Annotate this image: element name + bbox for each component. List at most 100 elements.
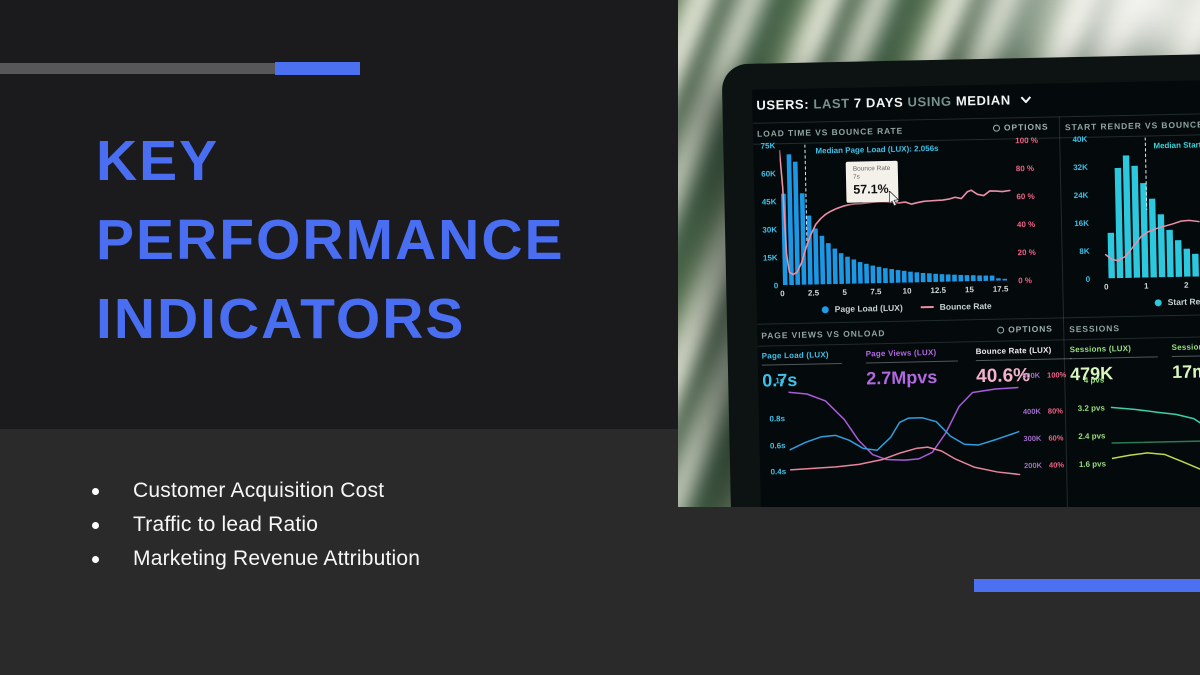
bullet-dot-icon [92, 521, 99, 529]
histogram-bar [889, 269, 895, 283]
axis-tick-label: 17.5 [992, 284, 1009, 294]
histogram-bar [895, 270, 901, 283]
histogram-bar [1166, 229, 1174, 278]
y-axis-right-page-views [752, 80, 1200, 90]
histogram-bar [1114, 167, 1124, 279]
title-line-3: INDICATORS [96, 287, 466, 351]
histogram-bar [977, 275, 982, 282]
header-last: LAST [813, 95, 850, 112]
chart-line [1110, 406, 1200, 448]
axis-tick-label: 500K 100% [1022, 370, 1067, 381]
chart-line [804, 144, 808, 248]
axis-tick-label: 20 % [1017, 247, 1036, 258]
legend-label: Bounce Rate [939, 300, 992, 312]
histogram-bar [806, 215, 813, 285]
tooltip-sub: 7s [852, 173, 860, 181]
chart-line [789, 446, 1021, 476]
users-median-selector[interactable]: USERS: LAST 7 DAYS USING MEDIAN [756, 92, 1031, 113]
axis-tick-label: 100 % [1015, 135, 1039, 146]
chevron-down-icon [1020, 96, 1031, 104]
metric-page-views: Page Views (LUX) 2.7Mpvs [865, 347, 959, 390]
histogram-bar [1157, 214, 1166, 278]
axis-tick-label: 3.2 pvs [1077, 403, 1105, 414]
histogram-bar [851, 259, 857, 284]
title-line-1: KEY [96, 129, 220, 193]
histogram-bar [1148, 198, 1157, 278]
histogram-bar [799, 193, 807, 285]
histogram-bar [882, 268, 888, 284]
x-axis-load-time: 0 2.5 5 7.5 10 12.5 15 17.5 [752, 80, 1200, 298]
axis-tick-label: 1s [775, 376, 785, 386]
tooltip-label: Bounce Rate [852, 164, 891, 173]
legend-label: Page Load (LUX) [834, 302, 903, 315]
bullet-dot-icon [92, 487, 99, 495]
axis-tick-label: 0.6s [769, 441, 786, 451]
histogram-bar [933, 273, 939, 283]
legend-label: Start Rend [1167, 296, 1200, 308]
chart-line [1110, 439, 1200, 444]
options-button[interactable]: OPTIONS [997, 324, 1053, 335]
axis-tick-label: 400K 80% [1022, 406, 1063, 417]
metric-label: Page Views (LUX) [865, 347, 958, 364]
axis-tick-label: 0 % [1018, 275, 1033, 286]
median-annotation-start-render: Median Start Rend [1153, 140, 1200, 151]
histogram-bar [1107, 232, 1115, 279]
list-item: Traffic to lead Ratio [92, 508, 420, 542]
axis-tick-label: 15 [964, 285, 974, 295]
histogram-bar [857, 262, 863, 284]
chart-line [1111, 452, 1200, 483]
histogram-bar [1192, 253, 1199, 277]
load-time-chart [779, 144, 1011, 286]
tooltip-value: 57.1% [853, 182, 889, 197]
histogram-bar [786, 154, 794, 286]
x-axis-start-render: 0 1 2 [752, 80, 1200, 292]
legend-start-render: Start Rend [1154, 296, 1200, 308]
legend-dot-start-render-icon [1154, 298, 1162, 306]
histogram-bar [996, 278, 1001, 281]
histogram-bar [945, 274, 951, 282]
axis-tick-label: 2.4 pvs [1078, 431, 1106, 442]
histogram-bar [876, 266, 882, 284]
list-item: Marketing Revenue Attribution [92, 542, 420, 576]
histogram-bar [970, 275, 976, 282]
histogram-bar [1140, 183, 1149, 278]
bullet-text: Marketing Revenue Attribution [133, 547, 421, 570]
chart-line [1104, 219, 1200, 262]
axis-tick-label: 60 % [1016, 191, 1035, 202]
histogram-bar [845, 256, 851, 284]
page-title: KEY PERFORMANCE INDICATORS [96, 122, 565, 359]
chart-line [788, 386, 1020, 461]
y-axis-right-load-time: 100 % 80 % 60 % 40 % 20 % 0 % [1014, 84, 1057, 325]
histogram-bar [1122, 155, 1132, 279]
chart-line [1144, 137, 1148, 211]
start-render-chart [1104, 137, 1200, 279]
header-using: USING [907, 93, 952, 110]
legend-load-time: Page Load (LUX) Bounce Rate [757, 299, 1057, 315]
histogram-bar [1002, 278, 1008, 281]
axis-tick-label: 12.5 [930, 285, 947, 296]
metric-label: Bounce Rate (LUX) [975, 345, 1072, 362]
axis-tick-label: 0 [1104, 282, 1109, 292]
axis-tick-label: 4 pvs [1083, 375, 1105, 385]
dashboard-screen: USERS: LAST 7 DAYS USING MEDIAN LOAD TIM… [752, 80, 1200, 507]
axis-tick-label: 2.5 [807, 288, 820, 298]
legend-dot-page-load-icon [821, 305, 829, 313]
sessions-chart [1110, 406, 1200, 483]
histogram-bar [989, 275, 995, 281]
histogram-bar [952, 274, 957, 282]
histogram-bar [908, 271, 913, 283]
histogram-bar [958, 274, 964, 282]
chart-line [788, 417, 1021, 452]
histogram-bar [832, 248, 838, 285]
histogram-bar [838, 253, 845, 285]
histogram-bar [914, 272, 920, 283]
axis-tick-label: 200K 40% [1023, 460, 1065, 471]
histogram-bar [920, 272, 926, 283]
mouse-cursor-icon [888, 190, 900, 207]
axis-tick-label: 10 [902, 286, 912, 296]
header-median: MEDIAN [955, 92, 1011, 109]
axis-tick-label: 0.4s [770, 467, 787, 477]
axis-tick-label: 2 [1183, 280, 1189, 290]
axis-tick-label: 1 [1143, 281, 1149, 291]
axis-tick-label: 5 [842, 287, 848, 297]
